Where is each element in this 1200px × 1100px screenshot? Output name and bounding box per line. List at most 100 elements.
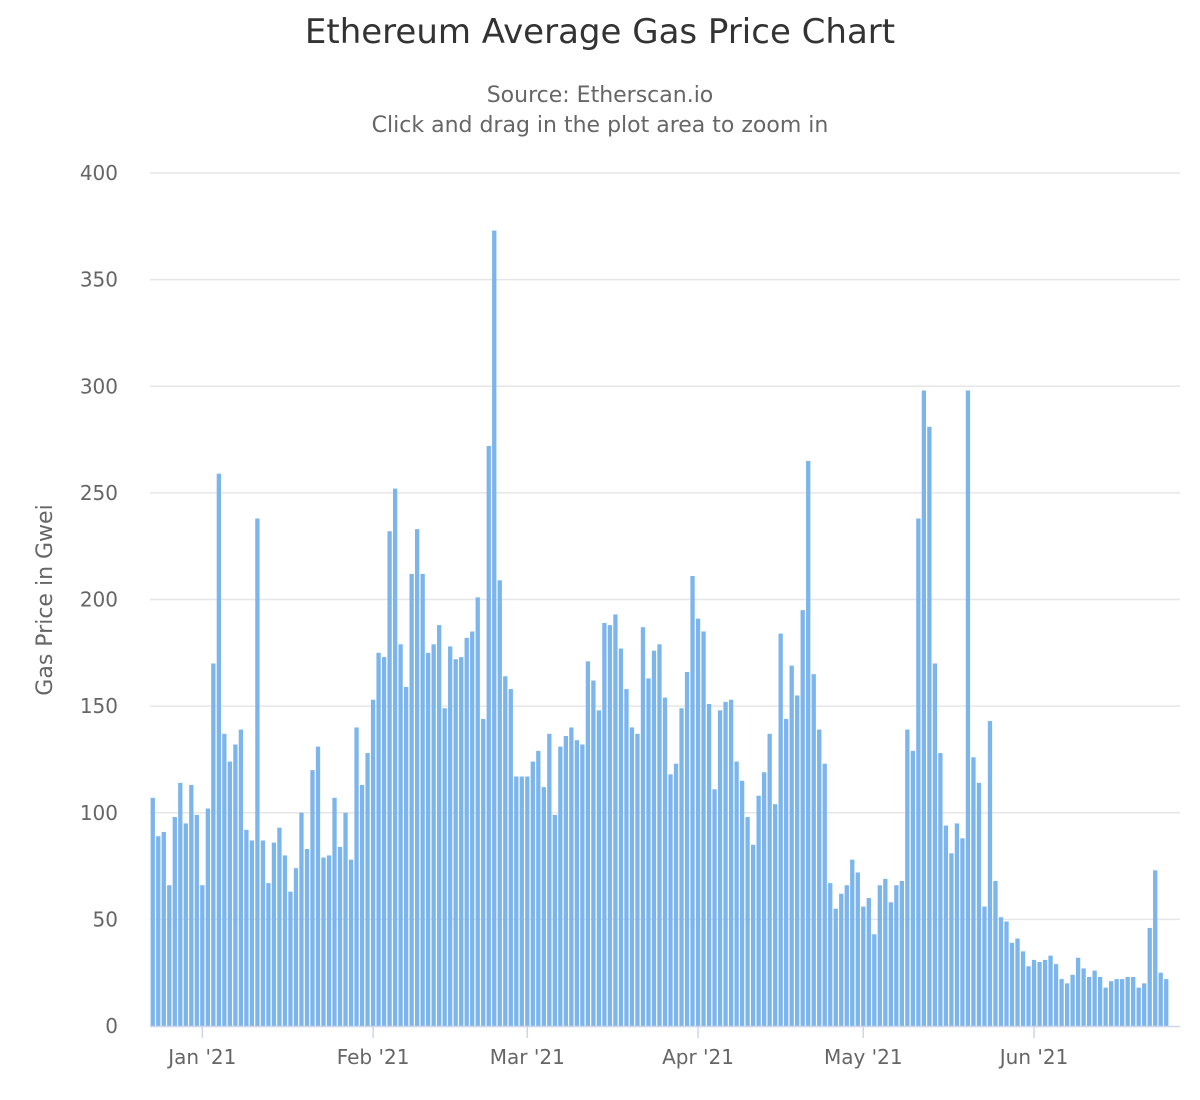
bar[interactable] — [453, 659, 458, 1026]
bar[interactable] — [260, 840, 266, 1026]
bar[interactable] — [381, 657, 387, 1026]
bar[interactable] — [530, 761, 535, 1026]
bar[interactable] — [282, 855, 288, 1026]
bar[interactable] — [1009, 942, 1015, 1026]
bar[interactable] — [910, 750, 916, 1026]
bar[interactable] — [1158, 972, 1163, 1026]
bar[interactable] — [200, 885, 205, 1026]
bar[interactable] — [982, 906, 987, 1026]
bar[interactable] — [679, 708, 684, 1026]
bar[interactable] — [547, 733, 552, 1026]
bar[interactable] — [315, 746, 321, 1026]
bar[interactable] — [552, 814, 557, 1026]
bar[interactable] — [1147, 927, 1152, 1026]
bar[interactable] — [591, 680, 596, 1026]
bar[interactable] — [673, 763, 679, 1026]
bar[interactable] — [536, 750, 541, 1026]
bar[interactable] — [888, 902, 893, 1026]
bar[interactable] — [855, 872, 860, 1026]
bar[interactable] — [734, 761, 739, 1026]
bar[interactable] — [508, 689, 513, 1026]
bar[interactable] — [1131, 976, 1136, 1026]
bar[interactable] — [602, 622, 607, 1026]
bar[interactable] — [822, 763, 827, 1026]
bar[interactable] — [167, 885, 172, 1026]
bar[interactable] — [894, 885, 899, 1026]
bar[interactable] — [750, 844, 756, 1026]
bar[interactable] — [326, 855, 332, 1026]
bar[interactable] — [1081, 968, 1086, 1026]
bar[interactable] — [211, 663, 216, 1026]
bar[interactable] — [255, 518, 260, 1026]
bar[interactable] — [426, 652, 431, 1026]
bar[interactable] — [359, 785, 365, 1026]
bar[interactable] — [706, 703, 712, 1026]
bar[interactable] — [976, 782, 982, 1026]
bar[interactable] — [288, 891, 293, 1026]
bar[interactable] — [833, 908, 838, 1026]
bar[interactable] — [728, 699, 734, 1026]
bar[interactable] — [525, 776, 530, 1027]
bar[interactable] — [866, 898, 871, 1026]
bar[interactable] — [497, 580, 502, 1026]
bar[interactable] — [431, 644, 436, 1026]
bar[interactable] — [558, 746, 563, 1026]
bar[interactable] — [194, 814, 199, 1026]
bar[interactable] — [613, 614, 618, 1026]
bar[interactable] — [1136, 987, 1141, 1026]
bar[interactable] — [921, 390, 927, 1026]
bar[interactable] — [475, 597, 480, 1026]
bar[interactable] — [651, 650, 657, 1026]
bar[interactable] — [943, 825, 949, 1026]
bar[interactable] — [304, 849, 310, 1026]
bar[interactable] — [409, 573, 414, 1026]
bar[interactable] — [1086, 976, 1092, 1026]
bar[interactable] — [266, 883, 271, 1026]
bar[interactable] — [662, 697, 668, 1026]
bar[interactable] — [178, 782, 183, 1026]
bar[interactable] — [877, 885, 882, 1026]
bar[interactable] — [723, 701, 728, 1026]
bar[interactable] — [629, 727, 635, 1026]
bar[interactable] — [817, 729, 822, 1026]
bar[interactable] — [1031, 959, 1037, 1026]
bar[interactable] — [717, 710, 723, 1026]
bar[interactable] — [657, 644, 662, 1026]
bar[interactable] — [1103, 987, 1108, 1026]
bar[interactable] — [1142, 983, 1147, 1026]
bar[interactable] — [618, 648, 624, 1026]
bar[interactable] — [1125, 976, 1130, 1026]
bar[interactable] — [811, 674, 816, 1026]
bar[interactable] — [172, 817, 177, 1026]
bar[interactable] — [739, 780, 745, 1026]
bar[interactable] — [899, 880, 904, 1026]
bar[interactable] — [569, 727, 574, 1026]
bar[interactable] — [861, 906, 866, 1026]
bar[interactable] — [624, 689, 629, 1026]
bar[interactable] — [470, 631, 475, 1026]
bar[interactable] — [932, 663, 938, 1026]
bar[interactable] — [387, 531, 392, 1026]
bar[interactable] — [762, 772, 767, 1026]
bar-series[interactable] — [150, 230, 1169, 1027]
bar[interactable] — [668, 774, 673, 1026]
bar[interactable] — [949, 853, 954, 1026]
bar[interactable] — [365, 753, 370, 1026]
bar[interactable] — [690, 576, 695, 1026]
bar[interactable] — [607, 625, 613, 1026]
bar[interactable] — [971, 757, 976, 1026]
bar[interactable] — [960, 838, 965, 1026]
bar[interactable] — [1109, 981, 1114, 1026]
bar[interactable] — [1042, 959, 1048, 1026]
bar[interactable] — [370, 699, 376, 1026]
bar[interactable] — [227, 761, 233, 1026]
bar[interactable] — [205, 808, 210, 1026]
bar[interactable] — [156, 836, 161, 1026]
bar[interactable] — [541, 787, 546, 1026]
bar[interactable] — [414, 529, 420, 1026]
bar[interactable] — [954, 823, 960, 1026]
bar[interactable] — [448, 646, 453, 1026]
bar[interactable] — [916, 518, 921, 1026]
bar[interactable] — [1075, 957, 1081, 1026]
bar[interactable] — [784, 718, 789, 1026]
